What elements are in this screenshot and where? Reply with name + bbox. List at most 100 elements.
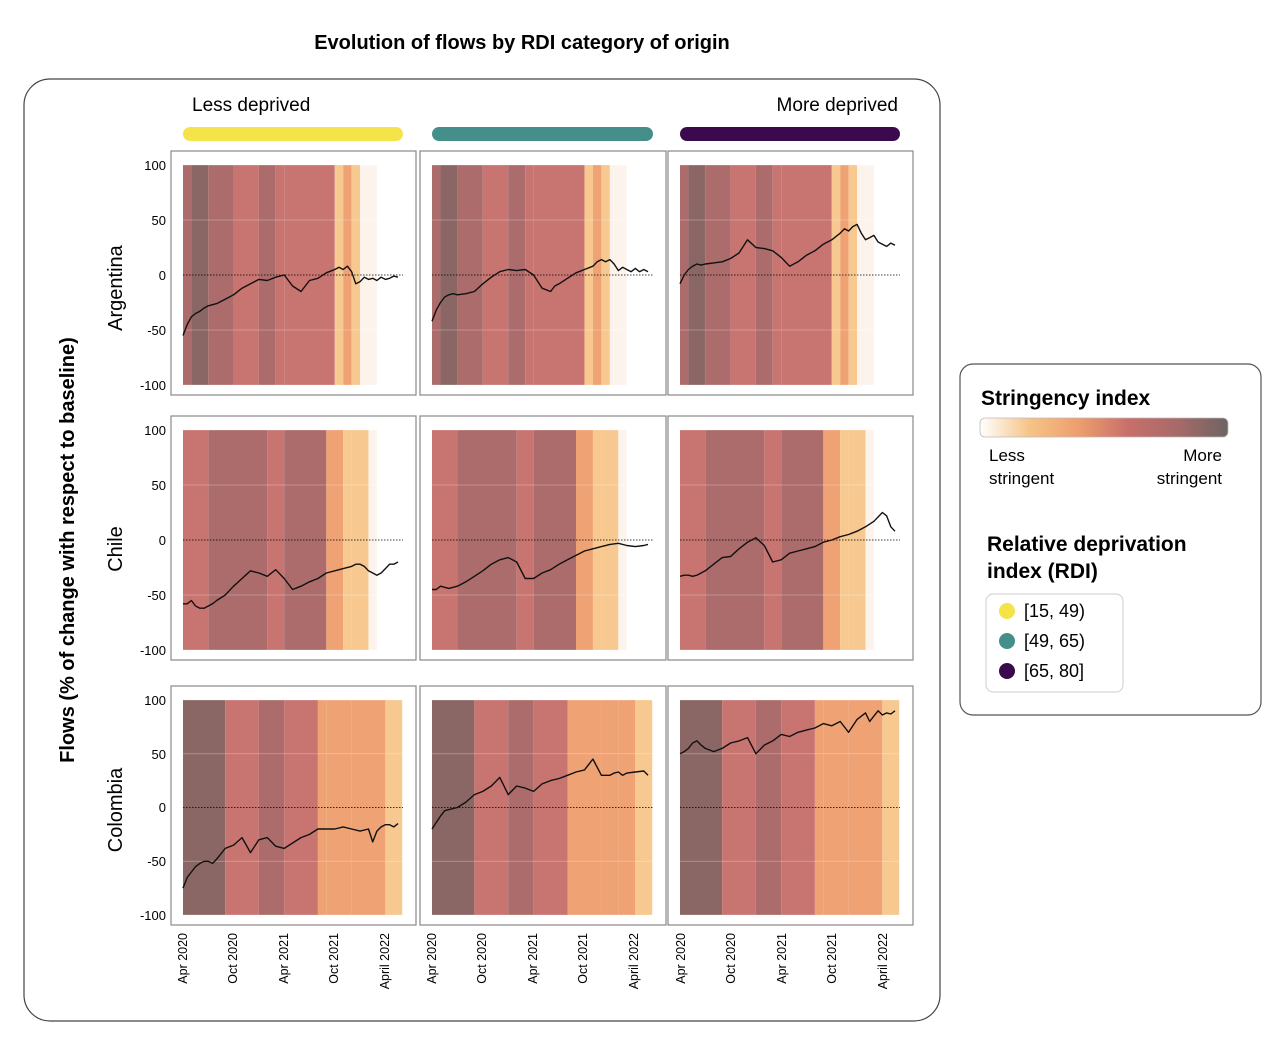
flow-series-line	[431, 258, 649, 322]
stringency-band	[191, 165, 209, 385]
flow-series-line	[679, 710, 896, 755]
stringency-band	[225, 700, 259, 915]
stringency-band	[334, 165, 344, 385]
stringency-band	[840, 430, 849, 650]
panel-chile-1	[170, 415, 417, 661]
x-tick-label: Apr 2020	[176, 933, 190, 984]
chart-title: Evolution of flows by RDI category of or…	[314, 32, 730, 54]
rdi-marker-high	[999, 663, 1015, 679]
y-tick-label: -50	[147, 323, 166, 338]
column-header-more-deprived: More deprived	[777, 95, 898, 116]
rdi-label-high: [65, 80]	[1024, 661, 1084, 681]
stringency-band	[688, 165, 706, 385]
stringency-band	[764, 430, 782, 650]
y-tick-label: 50	[152, 747, 166, 762]
row-label-colombia: Colombia	[105, 767, 127, 852]
stringency-band	[267, 430, 285, 650]
y-axis-label: Flows (% of change with respect to basel…	[57, 337, 79, 763]
x-ticks-col-1: Apr 2020 Oct 2020 Apr 2021 Oct 2021 Apri…	[176, 933, 392, 989]
x-tick-label: Oct 2020	[475, 933, 489, 984]
stringency-band	[840, 165, 849, 385]
flow-series-line	[182, 265, 399, 336]
chart-panels	[170, 150, 914, 926]
stringency-band	[865, 700, 883, 915]
stringency-band	[457, 165, 483, 385]
stringency-band	[848, 165, 858, 385]
flow-series-line	[182, 823, 399, 889]
y-ticks-row-argentina: 100 50 0 -50 -100	[140, 158, 166, 393]
x-ticks-col-3: Apr 2020 Oct 2020 Apr 2021 Oct 2021 Apri…	[674, 933, 890, 989]
y-tick-label: 100	[144, 693, 166, 708]
y-tick-label: 0	[159, 533, 166, 548]
panel-colombia-2	[419, 685, 667, 926]
legend-stringency-title: Stringency index	[981, 387, 1151, 410]
x-tick-label: Oct 2020	[724, 933, 738, 984]
x-tick-label: April 2022	[627, 933, 641, 989]
stringency-band	[857, 165, 874, 385]
stringency-band	[722, 700, 756, 915]
stringency-band	[351, 165, 361, 385]
panel-chile-2	[419, 415, 667, 661]
y-ticks-row-colombia: 100 50 0 -50 -100	[140, 693, 166, 923]
panel-chile-3	[667, 415, 914, 661]
y-tick-label: 100	[144, 158, 166, 173]
legend-rdi-title-1: Relative deprivation	[987, 533, 1187, 556]
panel-argentina-1	[170, 150, 417, 396]
flow-series-line	[183, 561, 399, 609]
rdi-marker-low	[999, 603, 1015, 619]
legend-less-stringent-1: Less	[989, 446, 1025, 465]
stringency-gradient-bar	[979, 417, 1229, 438]
column-header-less-deprived: Less deprived	[192, 95, 310, 116]
x-tick-label: Oct 2021	[576, 933, 590, 984]
x-tick-label: Apr 2020	[674, 933, 688, 984]
stringency-band	[601, 165, 610, 385]
legend-more-stringent-2: stringent	[1157, 469, 1222, 488]
flow-series-line	[679, 511, 896, 577]
y-tick-label: -100	[140, 643, 166, 658]
panel-colombia-3	[667, 685, 914, 926]
x-tick-label: Apr 2020	[425, 933, 439, 984]
panel-colombia-1	[170, 685, 417, 926]
y-tick-label: 50	[152, 478, 166, 493]
stringency-band	[343, 165, 352, 385]
y-tick-label: -50	[147, 854, 166, 869]
stringency-band	[576, 430, 593, 650]
stringency-band	[508, 700, 534, 915]
x-tick-label: Apr 2021	[775, 933, 789, 984]
row-label-chile: Chile	[105, 526, 127, 572]
rdi-label-mid: [49, 65)	[1024, 631, 1085, 651]
x-ticks-col-2: Apr 2020 Oct 2020 Apr 2021 Oct 2021 Apri…	[425, 933, 641, 989]
stringency-band	[635, 700, 653, 915]
stringency-band	[360, 165, 377, 385]
stringency-band	[326, 430, 344, 650]
stringency-band	[440, 165, 458, 385]
legend-more-stringent-1: More	[1183, 446, 1222, 465]
stringency-band	[781, 430, 824, 650]
x-tick-label: Oct 2021	[825, 933, 839, 984]
y-tick-label: 50	[152, 213, 166, 228]
x-tick-label: Apr 2021	[277, 933, 291, 984]
column-bar-rdi-mid	[432, 127, 653, 141]
stringency-band	[343, 430, 352, 650]
flow-series-line	[432, 542, 649, 591]
y-tick-label: -100	[140, 908, 166, 923]
column-bar-rdi-high	[680, 127, 900, 141]
panel-argentina-3	[667, 150, 914, 396]
x-tick-label: Apr 2021	[526, 933, 540, 984]
stringency-band	[567, 700, 576, 915]
legend-less-stringent-2: stringent	[989, 469, 1054, 488]
y-tick-label: -50	[147, 588, 166, 603]
row-label-argentina: Argentina	[105, 244, 127, 330]
x-tick-label: Oct 2020	[226, 933, 240, 984]
y-tick-label: 0	[159, 800, 166, 815]
y-tick-label: -100	[140, 378, 166, 393]
stringency-band	[705, 165, 731, 385]
stringency-band	[831, 165, 841, 385]
rdi-marker-mid	[999, 633, 1015, 649]
flow-series-line	[431, 758, 649, 830]
stringency-band	[618, 700, 636, 915]
stringency-band	[368, 700, 386, 915]
column-bar-rdi-low	[183, 127, 403, 141]
rdi-legend-box	[985, 593, 1124, 693]
